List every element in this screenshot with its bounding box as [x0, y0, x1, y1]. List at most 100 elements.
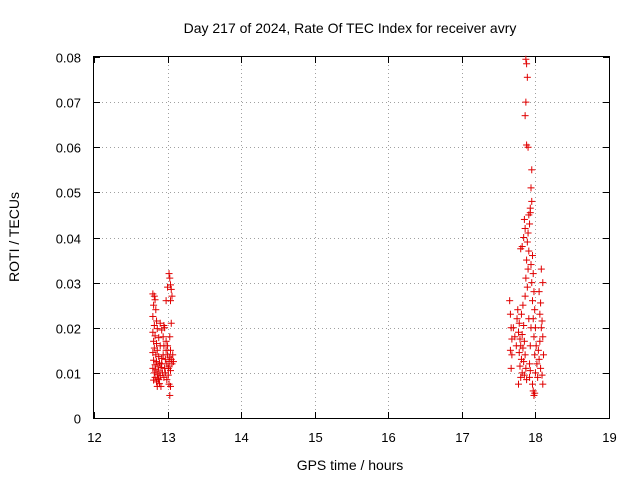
data-point-marker — [150, 369, 158, 377]
data-point-marker — [528, 252, 536, 260]
data-point-marker — [528, 380, 536, 388]
data-point-marker — [522, 98, 530, 106]
data-point-marker — [531, 351, 539, 359]
data-point-marker — [153, 317, 161, 325]
data-point-marker — [534, 346, 542, 354]
y-axis-tick-labels: 0 0.01 0.02 0.03 0.04 0.05 0.06 0.07 0.08 — [56, 51, 81, 427]
data-point-marker — [536, 337, 544, 345]
data-point-marker — [535, 288, 543, 296]
data-point-marker — [526, 373, 534, 381]
data-point-marker — [169, 351, 177, 359]
y-tick-label: 0.02 — [56, 322, 81, 337]
data-point-marker — [506, 297, 514, 305]
data-point-marker — [526, 360, 534, 368]
data-point-marker — [150, 356, 158, 364]
data-point-marker — [532, 342, 540, 350]
data-point-marker — [507, 364, 515, 372]
y-axis-label: ROTI / TECUs — [6, 192, 22, 282]
data-point-marker — [158, 326, 166, 334]
data-point-marker — [513, 315, 521, 323]
data-point-marker — [525, 315, 533, 323]
data-point-marker — [515, 349, 523, 357]
data-point-marker — [153, 346, 161, 354]
data-point-marker — [535, 355, 543, 363]
x-tick-label: 18 — [528, 430, 542, 445]
data-point-marker — [149, 312, 157, 320]
data-point-marker — [168, 292, 176, 300]
data-point-marker — [167, 285, 175, 293]
data-point-marker — [149, 328, 157, 336]
data-point-marker — [528, 197, 536, 205]
data-point-marker — [533, 360, 541, 368]
x-tick-label: 19 — [602, 430, 616, 445]
plot-frame — [93, 56, 610, 419]
data-point-marker — [519, 344, 527, 352]
data-point-marker — [523, 141, 531, 149]
data-point-marker — [520, 234, 528, 241]
data-point-marker — [537, 265, 545, 273]
data-point-marker — [522, 55, 530, 63]
data-point-marker — [150, 301, 158, 309]
data-point-marker — [528, 279, 536, 287]
data-point-marker — [536, 310, 544, 318]
data-point-marker — [539, 380, 547, 388]
data-point-marker — [526, 367, 534, 375]
chart-title: Day 217 of 2024, Rate Of TEC Index for r… — [184, 20, 517, 36]
x-tick-label: 14 — [234, 430, 248, 445]
data-point-marker — [150, 292, 158, 300]
data-point-marker — [538, 317, 546, 325]
data-point-marker — [152, 306, 160, 314]
data-point-marker — [165, 270, 173, 278]
data-point-marker — [518, 331, 526, 339]
data-point-marker — [167, 319, 175, 327]
data-point-marker — [516, 362, 524, 370]
data-point-marker — [167, 281, 175, 289]
data-point-marker — [520, 371, 528, 379]
y-tick-label: 0.05 — [56, 186, 81, 201]
data-point-marker — [537, 299, 545, 307]
data-point-marker — [531, 369, 539, 377]
data-point-marker — [523, 73, 531, 81]
data-point-marker — [163, 376, 171, 384]
data-point-marker — [531, 306, 539, 314]
data-point-marker — [534, 373, 542, 381]
data-point-marker — [153, 358, 161, 366]
roti-data-points — [149, 55, 548, 399]
data-point-marker — [151, 296, 159, 304]
data-point-marker — [155, 376, 163, 384]
data-point-marker — [166, 391, 174, 399]
data-point-marker — [527, 184, 535, 192]
data-point-marker — [153, 325, 161, 333]
data-point-marker — [167, 297, 175, 305]
data-point-marker — [152, 351, 160, 359]
data-point-marker — [527, 261, 535, 269]
data-point-marker — [166, 333, 174, 341]
data-point-marker — [156, 319, 164, 327]
data-point-marker — [522, 274, 530, 282]
data-point-marker — [527, 324, 535, 332]
data-point-marker — [508, 351, 516, 359]
data-point-marker — [160, 321, 168, 329]
x-tick-label: 12 — [87, 430, 101, 445]
y-tick-label: 0.08 — [56, 51, 81, 66]
data-point-marker — [161, 355, 169, 363]
data-point-marker — [164, 371, 172, 379]
data-point-marker — [523, 283, 531, 291]
data-point-marker — [530, 333, 538, 341]
data-point-marker — [157, 382, 165, 390]
data-point-marker — [514, 306, 522, 314]
data-point-marker — [531, 389, 539, 397]
data-point-marker — [528, 166, 536, 174]
data-point-marker — [539, 333, 547, 341]
y-tick-label: 0.06 — [56, 141, 81, 156]
data-point-marker — [149, 364, 157, 372]
data-point-marker — [517, 310, 525, 318]
x-tick-label: 15 — [308, 430, 322, 445]
data-point-marker — [517, 373, 525, 381]
data-point-marker — [162, 337, 170, 345]
data-point-marker — [166, 274, 174, 282]
data-point-marker — [151, 332, 159, 340]
data-point-marker — [526, 342, 534, 350]
data-point-marker — [516, 335, 524, 343]
